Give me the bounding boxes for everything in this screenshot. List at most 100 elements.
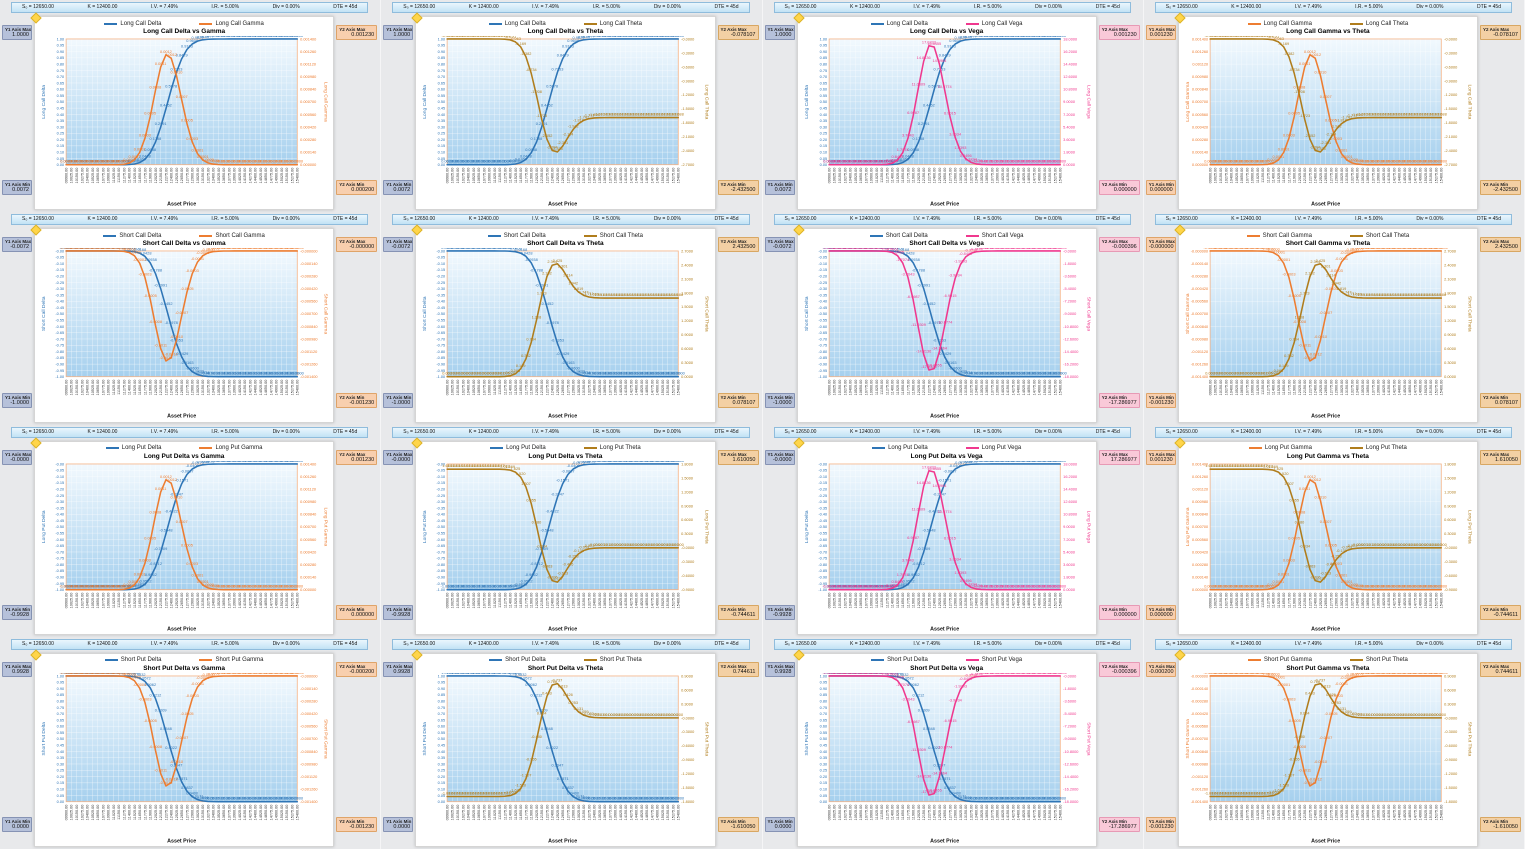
y1-axis-title: Short Call Delta <box>803 297 809 332</box>
y2-axis-max-box[interactable]: Y2 Axis Max 2.432500 <box>717 237 759 253</box>
y1-axis-min-box[interactable]: Y1 Axis Min 0.0072 <box>383 180 414 196</box>
y2-axis-max-box[interactable]: Y2 Axis Max -0.078107 <box>1480 25 1521 40</box>
x-tick-label: 12650.00 <box>1324 592 1328 608</box>
axis-tick-label: 0.10 <box>819 149 827 154</box>
x-tick-label: 13025.00 <box>196 592 200 608</box>
data-point-label: 0.426 <box>563 692 573 697</box>
y2-axis-min-box[interactable]: Y2 Axis Min -0.001230 <box>336 392 378 408</box>
y2-axis-max-box[interactable]: Y2 Axis Max 2.432500 <box>1480 237 1521 253</box>
y2-axis-max-box[interactable]: Y2 Axis Max -0.000396 <box>1098 661 1140 677</box>
y1-axis-max-box[interactable]: Y1 Axis Max 1.0000 <box>764 25 795 40</box>
y1-axis-max-box[interactable]: Y1 Axis Max 1.0000 <box>2 25 32 40</box>
x-tick-label: 14775.00 <box>651 168 655 184</box>
y2-axis-max-box[interactable]: Y2 Axis Max -0.078107 <box>717 25 759 40</box>
y1-axis-min-box[interactable]: Y1 Axis Min -1.0000 <box>2 392 32 408</box>
y2-axis-min-box[interactable]: Y2 Axis Min -0.001230 <box>336 817 378 832</box>
data-point-label: 0.0000 <box>636 795 649 800</box>
y1-axis-max-box[interactable]: Y1 Axis Max -0.0000 <box>764 449 795 465</box>
y2-axis-min-box[interactable]: Y2 Axis Min -1.610050 <box>717 817 759 832</box>
y1-axis-max-box[interactable]: Y1 Axis Max -0.000200 <box>1145 661 1176 677</box>
y1-axis-max-box[interactable]: Y1 Axis Max 0.001230 <box>1145 25 1176 40</box>
axis-tick-label: -0.00 <box>55 249 65 254</box>
data-point-label: 0.9999 <box>494 673 506 675</box>
param-cell: I.R. = 5.00% <box>1355 640 1383 647</box>
y2-axis-max-box[interactable]: Y2 Axis Max 0.001230 <box>336 25 378 40</box>
y1-axis-min-box[interactable]: Y1 Axis Min 0.0000 <box>764 817 795 832</box>
y1-axis-min-box[interactable]: Y1 Axis Min 0.000000 <box>1145 180 1176 196</box>
x-tick-label: 11900.00 <box>911 380 915 395</box>
y2-axis-max-box[interactable]: Y2 Axis Max -0.000000 <box>336 237 378 253</box>
y2-axis-min-box[interactable]: Y2 Axis Min -2.432500 <box>1480 180 1521 196</box>
axis-tick-label: -2.7000 <box>1444 162 1458 167</box>
y2-axis-min-box[interactable]: Y2 Axis Min 0.000000 <box>336 604 378 620</box>
y1-axis-min-box[interactable]: Y1 Axis Min -1.0000 <box>383 392 414 408</box>
y1-axis-max-box[interactable]: Y1 Axis Max 1.0000 <box>383 25 414 40</box>
axis-tick-label: 7.2000 <box>1063 536 1076 541</box>
y2-axis-min-box[interactable]: Y2 Axis Min 0.078107 <box>1480 392 1521 408</box>
y2-axis-min-box[interactable]: Y2 Axis Min -17.286977 <box>1098 817 1140 832</box>
axis-tick-label: -1.8000 <box>1063 261 1077 266</box>
y1-axis-min-box[interactable]: Y1 Axis Min 0.0072 <box>764 180 795 196</box>
y1-axis-max-box[interactable]: Y1 Axis Max -0.0000 <box>2 449 32 465</box>
param-cell: K = 12400.00 <box>87 428 118 435</box>
x-tick-label: 10025.00 <box>1214 804 1218 820</box>
data-point-label: 0.9062 <box>144 682 156 687</box>
axis-tick-label: 5.4000 <box>1063 549 1076 554</box>
y1-axis-min-box[interactable]: Y1 Axis Min -1.0000 <box>764 392 795 408</box>
y1-axis-max-box[interactable]: Y1 Axis Max 0.9928 <box>764 661 795 677</box>
x-tick-label: 15150.00 <box>285 168 289 184</box>
y1-axis-max-box[interactable]: Y1 Axis Max 0.9928 <box>2 661 32 677</box>
y1-axis-max-box[interactable]: Y1 Axis Max 0.001230 <box>1145 449 1176 465</box>
y2-axis-max-box[interactable]: Y2 Axis Max 0.744611 <box>717 661 759 677</box>
data-point-label: -0.0000 <box>1413 248 1427 250</box>
y2-axis-min-box[interactable]: Y2 Axis Min -17.286977 <box>1098 392 1140 408</box>
y1-axis-max-box[interactable]: Y1 Axis Max 0.9928 <box>383 661 414 677</box>
x-tick-label: 12275.00 <box>1308 380 1312 396</box>
y1-axis-max-box[interactable]: Y1 Axis Max -0.0072 <box>383 237 414 253</box>
data-point-label: -0.000 <box>1430 541 1442 546</box>
y1-axis-min-box[interactable]: Y1 Axis Min -0.001230 <box>1145 817 1176 832</box>
y2-axis-max-box[interactable]: Y2 Axis Max 0.001230 <box>1098 25 1140 40</box>
y2-axis-min-box[interactable]: Y2 Axis Min -0.744611 <box>1480 604 1521 620</box>
axis-tick-label: 0.50 <box>57 736 65 741</box>
y1-axis-min-box[interactable]: Y1 Axis Min 0.0000 <box>383 817 414 832</box>
y1-axis-min-box[interactable]: Y1 Axis Min -0.001230 <box>1145 392 1176 408</box>
data-point-label: 0.5978 <box>928 84 940 89</box>
y2-axis-min-box[interactable]: Y2 Axis Min -2.432500 <box>717 180 759 196</box>
data-point-label: -0.0000 <box>117 248 131 250</box>
y2-axis-max-box[interactable]: Y2 Axis Max 0.001230 <box>336 449 378 465</box>
y1-axis-min-box[interactable]: Y1 Axis Min 0.0072 <box>2 180 32 196</box>
data-point-label: -0.000 <box>652 541 664 546</box>
data-point-label: -1.0000 <box>859 583 873 588</box>
axis-tick-label: 0.000140 <box>300 574 317 579</box>
y2-axis-max-box[interactable]: Y2 Axis Max -0.000396 <box>1098 237 1140 253</box>
y2-axis-max-box[interactable]: Y2 Axis Max 1.610050 <box>717 449 759 465</box>
x-tick-label: 11150.00 <box>880 168 884 183</box>
y1-axis-min-box[interactable]: Y1 Axis Min 0.0000 <box>2 817 32 832</box>
y2-axis-max-box[interactable]: Y2 Axis Max 0.744611 <box>1480 661 1521 677</box>
y2-axis-min-box[interactable]: Y2 Axis Min 0.000200 <box>336 180 378 196</box>
y1-axis-min-box[interactable]: Y1 Axis Min -0.9928 <box>2 604 32 620</box>
data-point-label: 0.0000 <box>207 158 220 163</box>
x-tick-label: 14650.00 <box>645 168 649 184</box>
data-point-label: -1.688 <box>631 112 642 117</box>
axis-tick-label: -18.0000 <box>1063 374 1079 379</box>
x-tick-label: 14525.00 <box>1403 804 1407 820</box>
y1-axis-max-box[interactable]: Y1 Axis Max -0.0000 <box>383 449 414 465</box>
y2-axis-min-box[interactable]: Y2 Axis Min -1.610050 <box>1480 817 1521 832</box>
y1-axis-min-box[interactable]: Y1 Axis Min 0.000000 <box>1145 604 1176 620</box>
y2-axis-max-box[interactable]: Y2 Axis Max 17.286977 <box>1098 449 1140 465</box>
data-point-label: -0.0000 <box>1048 673 1062 675</box>
y2-axis-min-box[interactable]: Y2 Axis Min 0.078107 <box>717 392 759 408</box>
y1-axis-min-box[interactable]: Y1 Axis Min -0.9928 <box>383 604 414 620</box>
y2-axis-min-box[interactable]: Y2 Axis Min -0.744611 <box>717 604 759 620</box>
data-point-label: -0.0000 <box>859 673 873 675</box>
y1-axis-min-box[interactable]: Y1 Axis Min -0.9928 <box>764 604 795 620</box>
y1-axis-max-box[interactable]: Y1 Axis Max -0.0072 <box>764 237 795 253</box>
y2-axis-max-box[interactable]: Y2 Axis Max 1.610050 <box>1480 449 1521 465</box>
y1-axis-max-box[interactable]: Y1 Axis Max -0.000000 <box>1145 237 1176 253</box>
y1-axis-max-box[interactable]: Y1 Axis Max -0.0072 <box>2 237 32 253</box>
y2-axis-min-box[interactable]: Y2 Axis Min 0.000000 <box>1098 180 1140 196</box>
y2-axis-max-box[interactable]: Y2 Axis Max -0.000200 <box>336 661 378 677</box>
y2-axis-min-box[interactable]: Y2 Axis Min 0.000000 <box>1098 604 1140 620</box>
